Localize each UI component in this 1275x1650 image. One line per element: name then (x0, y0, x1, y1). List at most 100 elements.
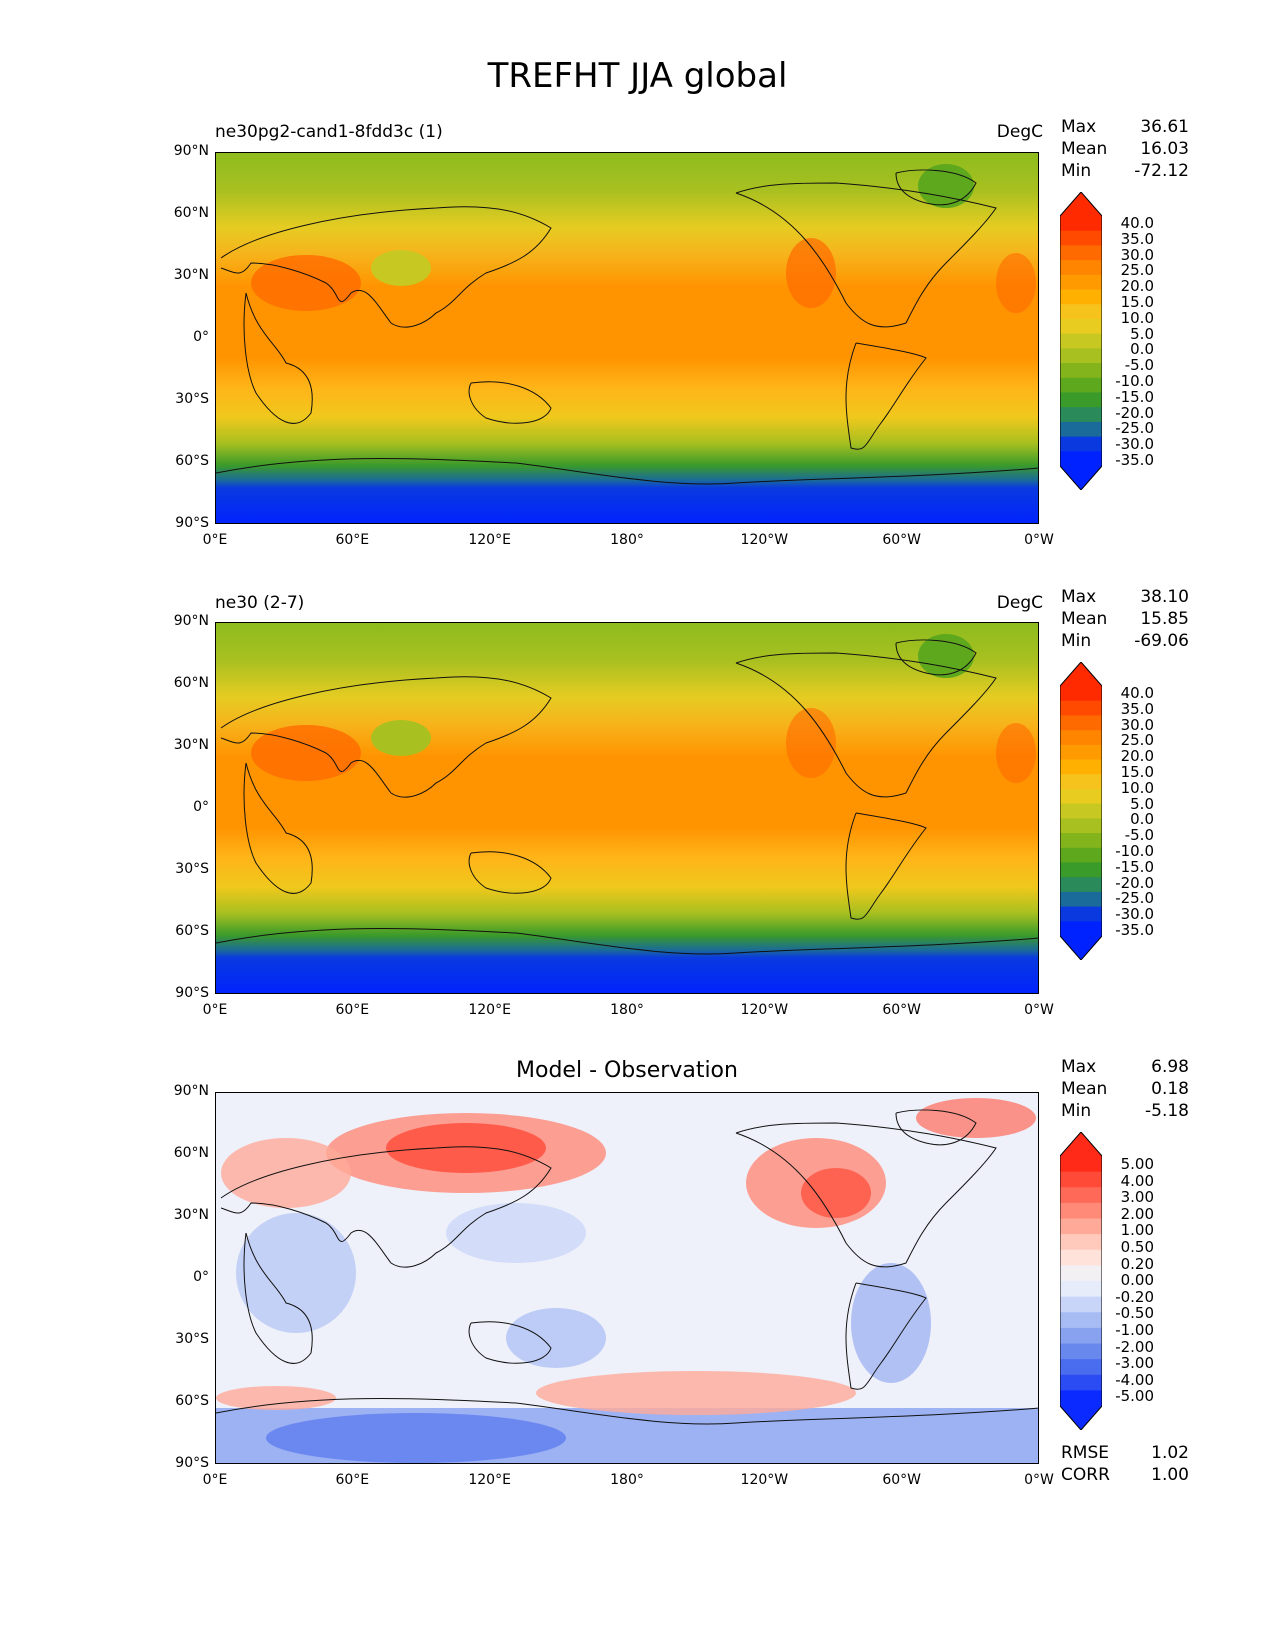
colorbar-segment (1060, 392, 1102, 408)
lat-tick-label: 30°S (175, 391, 209, 407)
lon-tick-label: 60°E (335, 532, 370, 548)
colorbar-segment (1060, 1359, 1102, 1376)
colorbar-tick-label: 5.0 (1130, 324, 1154, 343)
lon-tick-label: 180° (610, 1472, 644, 1488)
colorbar-segment (1060, 1374, 1102, 1391)
stat-name: Min (1061, 1101, 1092, 1121)
stats-box: Max 36.61 Mean 16.03 Min -72.12 (1061, 116, 1189, 182)
colorbar-segment (1060, 348, 1102, 364)
colorbar-tick-label: -0.20 (1115, 1287, 1154, 1306)
colorbar-tick-label: -2.00 (1115, 1337, 1154, 1356)
colorbar-segment (1060, 686, 1102, 702)
colorbar-segment (1060, 1156, 1102, 1173)
lon-tick-label: 120°W (740, 1002, 789, 1018)
stat-value: 0.18 (1151, 1079, 1189, 1099)
colorbar-tick-label: 20.0 (1120, 747, 1154, 766)
colorbar-tick-label: 1.00 (1120, 1221, 1154, 1240)
colorbar-segment (1060, 274, 1102, 291)
stats-box: Max 6.98 Mean 0.18 Min -5.18 (1061, 1056, 1189, 1122)
colorbar-segment (1060, 862, 1102, 878)
colorbar-extend-min (1060, 466, 1102, 490)
colorbar-tick-label: -15.0 (1115, 857, 1154, 876)
map-difference (215, 1092, 1039, 1464)
lon-tick-label: 60°W (882, 1472, 921, 1488)
colorbar-segment (1060, 1281, 1102, 1298)
colorbar-segment (1060, 318, 1102, 335)
lat-tick-label: 90°S (175, 515, 209, 531)
colorbar-tick-label: -5.0 (1124, 826, 1154, 845)
colorbar-tick-label: 35.0 (1120, 229, 1154, 248)
colorbar-segment (1060, 803, 1102, 819)
lat-tick-label: 60°S (175, 923, 209, 939)
colorbar-segment (1060, 847, 1102, 864)
colorbar-labels: 40.0 35.0 30.0 25.0 20.0 15.0 10.0 5.0 0.0 -5.0 -1… (1106, 685, 1154, 939)
colorbar-segment (1060, 407, 1102, 423)
stat-value: -5.18 (1145, 1101, 1189, 1121)
colorbar-segment (1060, 715, 1102, 731)
colorbar-segment (1060, 877, 1102, 893)
lon-tick-label: 0°W (1024, 1472, 1054, 1488)
colorbar-extend-max (1060, 662, 1102, 686)
colorbar-tick-label: -5.0 (1124, 356, 1154, 375)
colorbar-extend-min (1060, 1406, 1102, 1430)
colorbar-tick-label: -15.0 (1115, 387, 1154, 406)
panel-center-title: Model - Observation (516, 1058, 738, 1083)
colorbar-tick-label: 15.0 (1120, 292, 1154, 311)
lon-tick-label: 60°E (335, 1002, 370, 1018)
stat-value: 6.98 (1151, 1057, 1189, 1077)
lat-tick-label: 90°N (173, 613, 209, 629)
lat-tick-label: 0° (193, 329, 209, 345)
map-model (215, 152, 1039, 524)
stat-name: Min (1061, 631, 1092, 651)
colorbar-tick-label: 2.00 (1120, 1204, 1154, 1223)
lon-tick-label: 0°W (1024, 532, 1054, 548)
stat-name: Mean (1061, 1079, 1108, 1099)
panel-label-left: ne30pg2-cand1-8fdd3c (1) (215, 122, 443, 142)
colorbar-tick-label: 15.0 (1120, 762, 1154, 781)
colorbar-temp (1060, 192, 1102, 490)
colorbar-tick-label: -1.00 (1115, 1320, 1154, 1339)
lon-tick-label: 60°E (335, 1472, 370, 1488)
colorbar-segment (1060, 1343, 1102, 1360)
colorbar-segment (1060, 1202, 1102, 1220)
colorbar-segment (1060, 774, 1102, 790)
colorbar-segment (1060, 891, 1102, 908)
panel-label-left: ne30 (2-7) (215, 593, 305, 613)
lat-tick-label: 0° (193, 1269, 209, 1285)
lon-tick-label: 180° (610, 532, 644, 548)
colorbar-segment (1060, 1218, 1102, 1235)
lon-tick-label: 0°E (202, 1002, 228, 1018)
figure-title: TREFHT JJA global (487, 56, 788, 96)
stat-name: CORR (1061, 1465, 1110, 1485)
colorbar-segment (1060, 245, 1102, 261)
lat-tick-label: 90°S (175, 1455, 209, 1471)
colorbar-tick-label: -20.0 (1115, 873, 1154, 892)
lat-tick-label: 30°N (173, 737, 209, 753)
colorbar-tick-label: -30.0 (1115, 905, 1154, 924)
lat-tick-label: 60°N (173, 675, 209, 691)
stat-name: Max (1061, 1057, 1097, 1077)
colorbar-segment (1060, 818, 1102, 834)
colorbar-segment (1060, 216, 1102, 232)
colorbar-tick-label: -25.0 (1115, 419, 1154, 438)
colorbar-segment (1060, 289, 1102, 305)
colorbar-tick-label: 0.00 (1120, 1271, 1154, 1290)
lat-tick-label: 0° (193, 799, 209, 815)
lat-tick-label: 60°N (173, 1145, 209, 1161)
colorbar-segment (1060, 744, 1102, 761)
colorbar-segment (1060, 730, 1102, 746)
colorbar-tick-label: -35.0 (1115, 450, 1154, 469)
stat-name: Min (1061, 161, 1092, 181)
lon-tick-label: 120°W (740, 1472, 789, 1488)
colorbar-segment (1060, 451, 1102, 467)
colorbar-tick-label: -10.0 (1115, 371, 1154, 390)
colorbar-tick-label: -20.0 (1115, 403, 1154, 422)
colorbar-segment (1060, 1187, 1102, 1204)
units-label: DegC (996, 593, 1043, 613)
colorbar-tick-label: 20.0 (1120, 277, 1154, 296)
units-label: DegC (996, 122, 1043, 142)
colorbar-segment (1060, 1327, 1102, 1345)
colorbar-extend-max (1060, 1132, 1102, 1156)
colorbar-tick-label: 0.0 (1130, 810, 1154, 829)
temp-map-svg (216, 623, 1038, 993)
